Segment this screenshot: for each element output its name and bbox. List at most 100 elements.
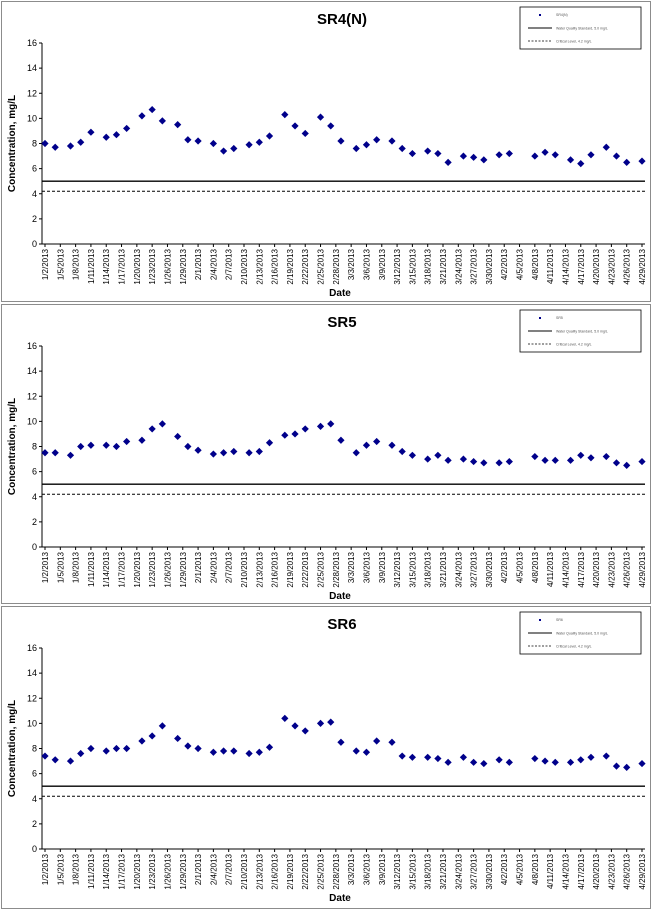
data-point	[587, 151, 595, 159]
x-tick-label: 1/14/2013	[102, 853, 111, 889]
x-tick-label: 2/4/2013	[209, 248, 218, 280]
legend-label: Water Quality Standard, 5.0 mg/L	[556, 330, 608, 334]
chart-panel-sr6: SR6 0 2 4 6 8 10 12 14 16 1/2/2013 1/5/2013 1/8/2013…	[1, 606, 651, 909]
x-tick-label: 3/21/2013	[439, 853, 448, 889]
x-tick-label: 2/22/2013	[301, 853, 310, 889]
data-point	[531, 754, 539, 763]
data-point	[352, 449, 360, 457]
data-point	[408, 451, 416, 459]
data-point	[495, 459, 503, 467]
x-tick-label: 2/28/2013	[332, 853, 341, 889]
data-point	[230, 447, 238, 456]
x-tick-label: 3/12/2013	[393, 551, 402, 587]
data-point	[158, 117, 166, 125]
x-tick-label: 1/11/2013	[87, 248, 96, 284]
data-point	[301, 727, 309, 735]
x-tick-label: 2/22/2013	[301, 551, 310, 587]
data-point	[566, 156, 575, 164]
y-tick-label: 2	[32, 214, 37, 224]
data-point	[219, 747, 228, 755]
data-point	[194, 137, 202, 145]
x-tick-label: 1/17/2013	[118, 853, 127, 889]
legend-label: SR6	[556, 618, 563, 622]
data-point	[102, 133, 110, 141]
x-tick-label: 4/29/2013	[638, 551, 647, 587]
x-tick-label: 3/30/2013	[485, 853, 494, 889]
x-tick-label: 1/5/2013	[56, 551, 65, 583]
data-point	[265, 132, 274, 140]
data-point	[495, 151, 503, 159]
y-tick-label: 10	[27, 718, 37, 728]
x-tick-label: 3/9/2013	[378, 248, 387, 280]
data-point	[77, 442, 85, 451]
data-point	[87, 744, 95, 753]
legend-label: Critical Level, 4.2 mg/L	[556, 645, 592, 649]
data-point	[459, 753, 468, 761]
x-tick-label: 1/29/2013	[179, 853, 188, 889]
data-point	[531, 152, 539, 160]
x-tick-label: 1/26/2013	[163, 853, 172, 889]
x-tick-label: 2/10/2013	[240, 248, 249, 284]
data-point	[245, 749, 253, 758]
x-tick-label: 3/9/2013	[378, 551, 387, 583]
data-point	[123, 437, 131, 446]
data-point	[444, 758, 452, 766]
data-point	[587, 753, 595, 761]
y-tick-label: 14	[27, 63, 37, 73]
data-point	[623, 158, 631, 166]
data-point	[148, 105, 156, 114]
x-tick-label: 2/1/2013	[194, 551, 203, 583]
x-axis-title: Date	[329, 591, 351, 602]
x-tick-label: 3/3/2013	[347, 248, 356, 280]
data-point	[541, 148, 549, 156]
y-tick-label: 14	[27, 366, 37, 376]
x-tick-label: 2/10/2013	[240, 551, 249, 587]
y-tick-label: 4	[32, 794, 37, 804]
x-tick-label: 1/29/2013	[179, 551, 188, 587]
x-tick-label: 2/22/2013	[301, 248, 310, 284]
data-point	[444, 456, 452, 464]
y-tick-label: 10	[27, 416, 37, 426]
x-axis-title: Date	[329, 288, 351, 299]
data-point	[327, 420, 335, 428]
data-point	[158, 420, 166, 428]
x-tick-label: 4/17/2013	[577, 248, 586, 284]
x-tick-label: 4/2/2013	[500, 551, 509, 583]
x-tick-label: 1/26/2013	[163, 551, 172, 587]
data-point	[480, 759, 488, 768]
x-tick-label: 4/11/2013	[546, 853, 555, 889]
x-tick-label: 2/4/2013	[209, 853, 218, 885]
x-tick-label: 4/17/2013	[577, 853, 586, 889]
data-point	[301, 425, 309, 433]
x-tick-label: 1/8/2013	[72, 551, 81, 583]
x-tick-label: 4/20/2013	[592, 551, 601, 587]
x-tick-label: 2/19/2013	[286, 551, 295, 587]
chart-svg: SR6 0 2 4 6 8 10 12 14 16 1/2/2013 1/5/2013 1/8/2013…	[7, 611, 647, 904]
x-axis-title: Date	[329, 893, 351, 904]
x-tick-label: 1/11/2013	[87, 551, 96, 587]
x-tick-label: 3/3/2013	[347, 853, 356, 885]
y-tick-label: 10	[27, 113, 37, 123]
x-tick-label: 1/8/2013	[72, 853, 81, 885]
data-point	[623, 461, 631, 469]
data-point	[291, 122, 299, 130]
x-tick-label: 3/6/2013	[362, 551, 371, 583]
data-point	[541, 757, 549, 765]
y-tick-label: 0	[32, 239, 37, 249]
data-point	[51, 143, 59, 151]
data-point	[470, 153, 478, 161]
chart-panel-sr4n: SR4(N) 0 2 4 6 8 10 12 14 16 1/2/2013 1/5/2013 1/8/2…	[1, 1, 651, 302]
data-point	[480, 459, 488, 467]
data-point	[291, 430, 299, 438]
data-point	[424, 753, 432, 761]
data-point	[551, 151, 559, 159]
data-point	[434, 754, 442, 763]
y-tick-label: 2	[32, 517, 37, 527]
legend: SR6 Water Quality Standard, 5.0 mg/L Criti…	[519, 611, 642, 655]
y-axis-title: Concentration, mg/L	[7, 95, 18, 192]
data-point	[424, 147, 432, 155]
data-point	[245, 449, 253, 457]
x-tick-label: 1/20/2013	[133, 551, 142, 587]
data-point	[291, 722, 299, 730]
data-point	[41, 449, 49, 457]
